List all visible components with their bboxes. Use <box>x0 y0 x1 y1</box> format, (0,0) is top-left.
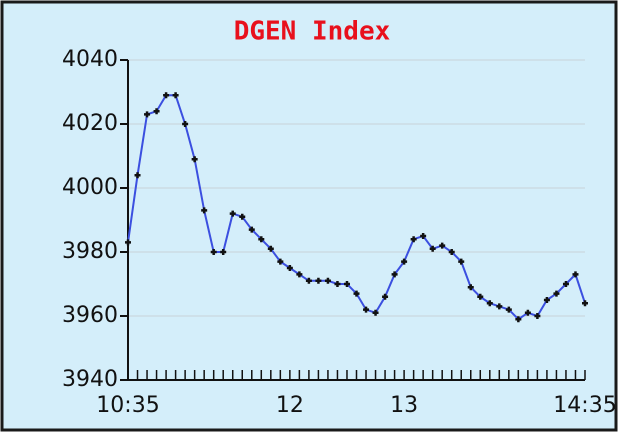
point-marker <box>182 121 189 127</box>
point-marker <box>582 300 588 307</box>
point-marker <box>305 277 312 284</box>
point-marker <box>343 281 350 287</box>
point-marker <box>439 242 446 249</box>
point-marker <box>391 271 398 278</box>
point-marker <box>401 258 408 265</box>
point-marker <box>562 281 569 287</box>
point-marker <box>553 290 560 297</box>
point-marker <box>125 239 131 246</box>
point-marker <box>572 271 579 278</box>
point-marker <box>410 236 417 243</box>
point-marker <box>486 300 493 307</box>
point-marker <box>458 258 465 265</box>
y-tick-label: 3940 <box>62 367 118 392</box>
point-marker <box>296 271 303 278</box>
point-marker <box>210 249 217 255</box>
point-marker <box>277 258 284 265</box>
x-tick-label: 10:35 <box>96 393 159 418</box>
point-marker <box>334 281 341 287</box>
point-marker <box>134 172 141 179</box>
y-tick-label: 4000 <box>62 175 118 200</box>
point-marker <box>363 306 370 313</box>
point-marker <box>477 293 484 300</box>
point-marker <box>353 290 360 297</box>
point-marker <box>286 265 293 271</box>
x-tick-label: 12 <box>276 393 304 418</box>
point-marker <box>324 277 331 284</box>
y-tick-label: 4020 <box>62 111 118 136</box>
point-marker <box>144 111 151 118</box>
point-marker <box>258 236 265 243</box>
point-marker <box>267 245 274 252</box>
point-marker <box>191 156 198 163</box>
point-marker <box>372 309 379 316</box>
y-tick-label: 4040 <box>62 47 118 72</box>
point-marker <box>382 293 389 300</box>
point-marker <box>220 249 227 255</box>
point-marker <box>172 92 179 99</box>
point-marker <box>229 210 236 217</box>
point-marker <box>505 306 512 313</box>
y-tick-label: 3960 <box>62 303 118 328</box>
point-marker <box>534 313 541 319</box>
point-marker <box>420 233 427 239</box>
chart-title: DGEN Index <box>234 17 391 47</box>
point-marker <box>515 316 522 323</box>
point-marker <box>201 207 208 214</box>
point-marker <box>248 226 255 233</box>
point-marker <box>524 309 531 316</box>
point-marker <box>496 303 503 310</box>
point-marker <box>543 297 550 303</box>
point-marker <box>467 284 474 291</box>
x-tick-label: 14:35 <box>553 393 616 418</box>
point-marker <box>163 92 170 99</box>
point-marker <box>239 213 246 220</box>
point-marker <box>448 249 455 255</box>
x-tick-label: 13 <box>390 393 418 418</box>
point-marker <box>429 245 436 252</box>
point-marker <box>153 108 160 115</box>
point-marker <box>315 277 322 284</box>
y-tick-label: 3980 <box>62 239 118 264</box>
